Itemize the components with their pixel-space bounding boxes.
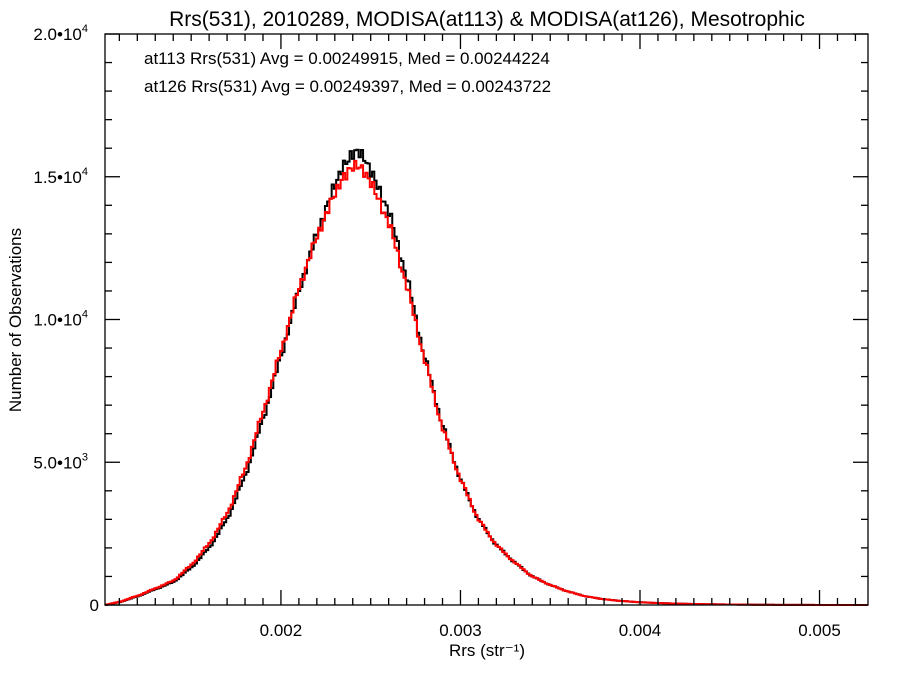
plot-frame bbox=[104, 33, 869, 606]
x-tick-label: 0.005 bbox=[798, 621, 841, 640]
x-axis-label-text: Rrs (str⁻¹) bbox=[449, 641, 525, 660]
chart-title: Rrs(531), 2010289, MODISA(at113) & MODIS… bbox=[169, 8, 805, 31]
y-tick-label-exponent: 4 bbox=[82, 166, 88, 178]
x-tick-label: 0.002 bbox=[260, 621, 303, 640]
annotation-at113-stats: at113 Rrs(531) Avg = 0.00249915, Med = 0… bbox=[144, 49, 550, 68]
x-axis-label: Rrs (str⁻¹) bbox=[449, 641, 525, 660]
y-tick-label-base: 5.0•10 bbox=[33, 453, 82, 472]
series-layer bbox=[105, 148, 868, 606]
ticks-layer bbox=[105, 33, 868, 606]
y-tick-label-base: 1.0•10 bbox=[33, 311, 82, 330]
y-tick-label: 2.0•104 bbox=[33, 23, 88, 44]
x-tick-labels: 0.002 0.003 0.004 0.005 bbox=[260, 621, 841, 640]
series-line-1 bbox=[105, 148, 868, 606]
x-tick-label: 0.003 bbox=[439, 621, 482, 640]
y-tick-label-exponent: 4 bbox=[82, 23, 88, 35]
series-line-2 bbox=[105, 159, 868, 606]
y-tick-label-base: 2.0•10 bbox=[33, 25, 82, 44]
annotation-at126-stats: at126 Rrs(531) Avg = 0.00249397, Med = 0… bbox=[144, 77, 551, 96]
y-tick-label-exponent: 4 bbox=[82, 309, 88, 321]
y-tick-label: 1.5•104 bbox=[33, 166, 88, 187]
x-tick-label: 0.004 bbox=[619, 621, 662, 640]
y-tick-label: 5.0•103 bbox=[33, 451, 88, 472]
y-tick-label-exponent: 3 bbox=[82, 451, 88, 463]
y-tick-label: 0 bbox=[90, 596, 99, 615]
y-tick-label: 1.0•104 bbox=[33, 309, 88, 330]
y-axis-label: Number of Observations bbox=[6, 228, 25, 412]
y-tick-label-base: 1.5•10 bbox=[33, 168, 82, 187]
